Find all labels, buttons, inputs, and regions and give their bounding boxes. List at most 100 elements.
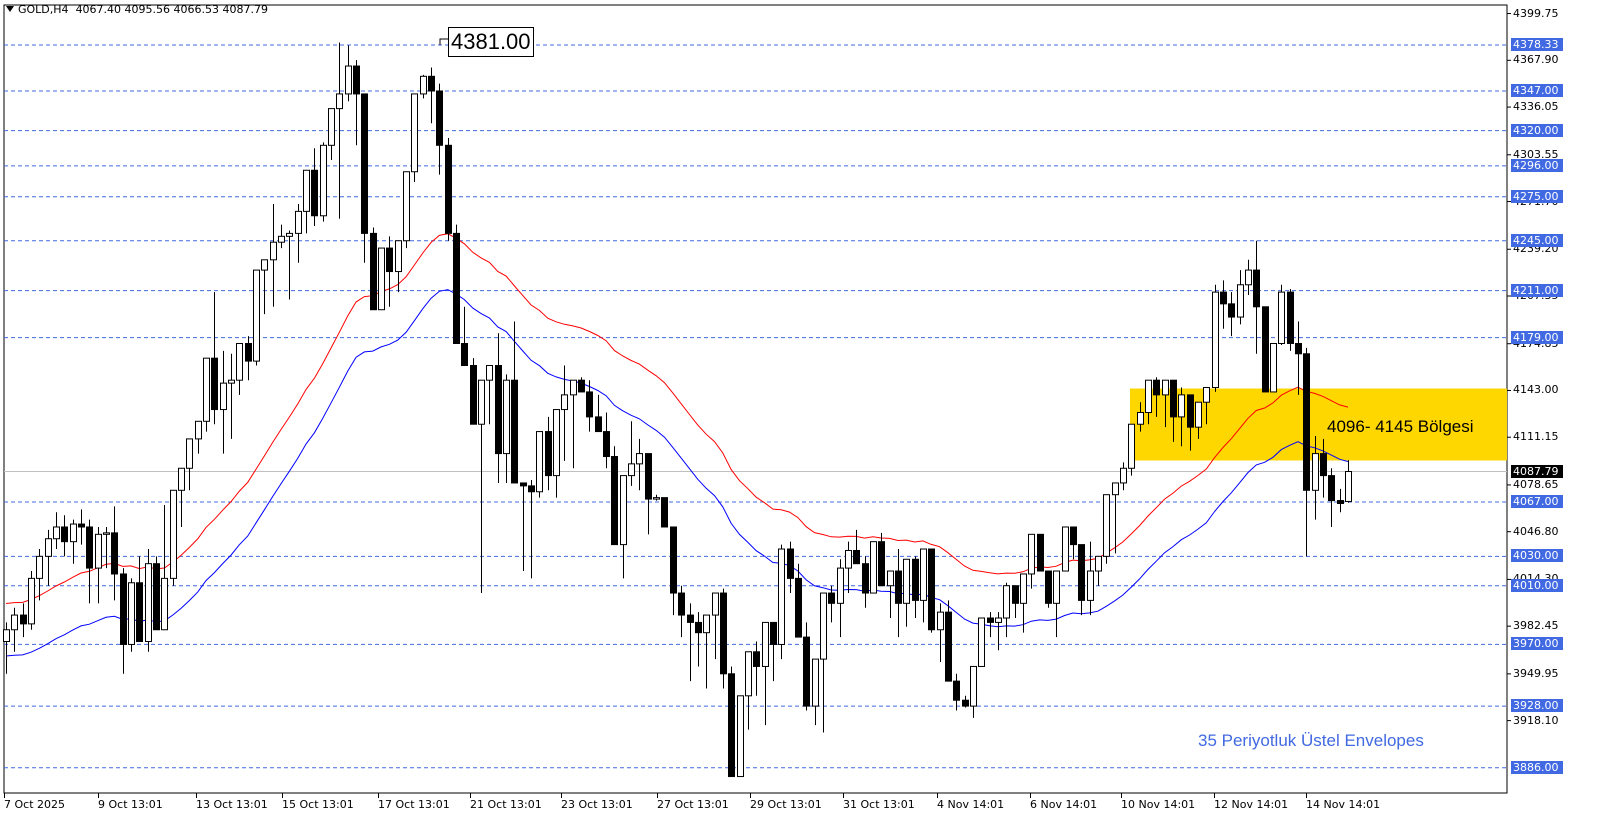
candle-body	[161, 577, 168, 631]
candle-body	[812, 658, 819, 707]
candle-body	[645, 453, 652, 500]
candle-body	[1295, 342, 1302, 355]
candle-body	[1220, 291, 1227, 305]
candle-body	[20, 614, 27, 625]
candle-body	[728, 673, 735, 778]
horizontal-levels	[4, 44, 1507, 769]
candle-body	[853, 549, 860, 565]
candle-body	[1078, 544, 1085, 601]
candle-body	[145, 563, 152, 642]
candle-body	[737, 695, 744, 778]
candle-body	[611, 456, 618, 546]
candle-body	[236, 342, 243, 381]
candle-body	[1103, 494, 1110, 557]
time-tick-label: 10 Nov 14:01	[1121, 798, 1196, 811]
price-tick-label: 3982.45	[1513, 619, 1559, 633]
candle-body	[286, 232, 293, 237]
candle-body	[1070, 526, 1077, 546]
candle-body	[53, 526, 60, 540]
candle-body	[903, 558, 910, 604]
candle-body	[987, 617, 994, 623]
candle-body	[862, 563, 869, 594]
time-tick-label: 31 Oct 13:01	[843, 798, 915, 811]
dropdown-triangle-icon[interactable]	[6, 6, 14, 12]
candle-body	[1253, 269, 1260, 308]
price-tick-label: 4303.55	[1513, 147, 1559, 161]
candle-body	[795, 577, 802, 638]
candle-body	[411, 93, 418, 173]
candle-body	[345, 65, 352, 95]
level-price-label: 4179.00	[1511, 330, 1563, 344]
candle-body	[995, 617, 1002, 623]
candle-body	[820, 592, 827, 660]
candle-body	[1237, 284, 1244, 318]
candle-body	[1270, 342, 1277, 393]
candle-body	[1320, 453, 1327, 477]
candle-body	[753, 651, 760, 667]
time-tick-label: 14 Nov 14:01	[1306, 798, 1381, 811]
time-tick-label: 21 Oct 13:01	[470, 798, 542, 811]
candle-body	[386, 247, 393, 273]
candle-body	[1153, 379, 1160, 396]
time-tick-label: 27 Oct 13:01	[657, 798, 729, 811]
candle-body	[1195, 401, 1202, 428]
candle-body	[470, 365, 477, 425]
candle-body	[353, 65, 360, 95]
candle-body	[111, 532, 118, 575]
candle-body	[78, 523, 85, 528]
candle-body	[520, 482, 527, 487]
time-tick-label: 4 Nov 14:01	[937, 798, 1005, 811]
peak-price-label: 4381.00	[448, 27, 534, 57]
candle-body	[11, 614, 18, 631]
candle-body	[278, 235, 285, 243]
candle-body	[128, 582, 135, 645]
candle-body	[103, 532, 110, 535]
candle-body	[787, 548, 794, 579]
candle-body	[545, 431, 552, 477]
level-price-label: 4296.00	[1511, 158, 1563, 172]
candle-body	[45, 538, 52, 557]
candle-body	[61, 526, 68, 543]
y-axis-ticks	[1507, 13, 1511, 722]
candle-body	[937, 611, 944, 631]
candle-body	[261, 259, 268, 271]
candle-body	[1003, 585, 1010, 619]
candle-body	[270, 241, 277, 261]
current-price-label: 4087.79	[1511, 464, 1563, 478]
time-tick-label: 15 Oct 13:01	[282, 798, 354, 811]
candle-body	[528, 485, 535, 493]
time-tick-label: 9 Oct 13:01	[98, 798, 163, 811]
ohlc-values: 4067.40 4095.56 4066.53 4087.79	[75, 3, 269, 16]
candle-body	[1245, 269, 1252, 286]
level-price-label: 3886.00	[1511, 760, 1563, 774]
candle-body	[803, 636, 810, 707]
candle-body	[1228, 303, 1235, 318]
candle-body	[603, 431, 610, 458]
candle-body	[920, 548, 927, 601]
price-tick-label: 4399.75	[1513, 6, 1559, 20]
candle-body	[553, 409, 560, 477]
candle-body	[436, 90, 443, 146]
level-price-label: 4275.00	[1511, 189, 1563, 203]
peak-connector	[439, 38, 448, 45]
level-price-label: 3970.00	[1511, 637, 1563, 651]
candle-body	[1053, 570, 1060, 604]
candle-body	[1337, 500, 1344, 505]
envelope-lines	[5, 233, 1349, 657]
zone-label: 4096- 4145 Bölgesi	[1327, 417, 1474, 436]
candle-body	[1287, 291, 1294, 344]
candle-body	[837, 567, 844, 604]
candle-body	[445, 144, 452, 234]
candle-body	[3, 629, 10, 642]
candle-body	[395, 240, 402, 273]
candle-body	[828, 592, 835, 604]
candle-body	[1128, 423, 1135, 469]
candle-body	[253, 269, 260, 362]
candle-body	[195, 420, 202, 440]
candle-body	[1062, 526, 1069, 572]
candle-body	[620, 475, 627, 546]
candle-body	[486, 365, 493, 381]
candle-body	[211, 357, 218, 411]
